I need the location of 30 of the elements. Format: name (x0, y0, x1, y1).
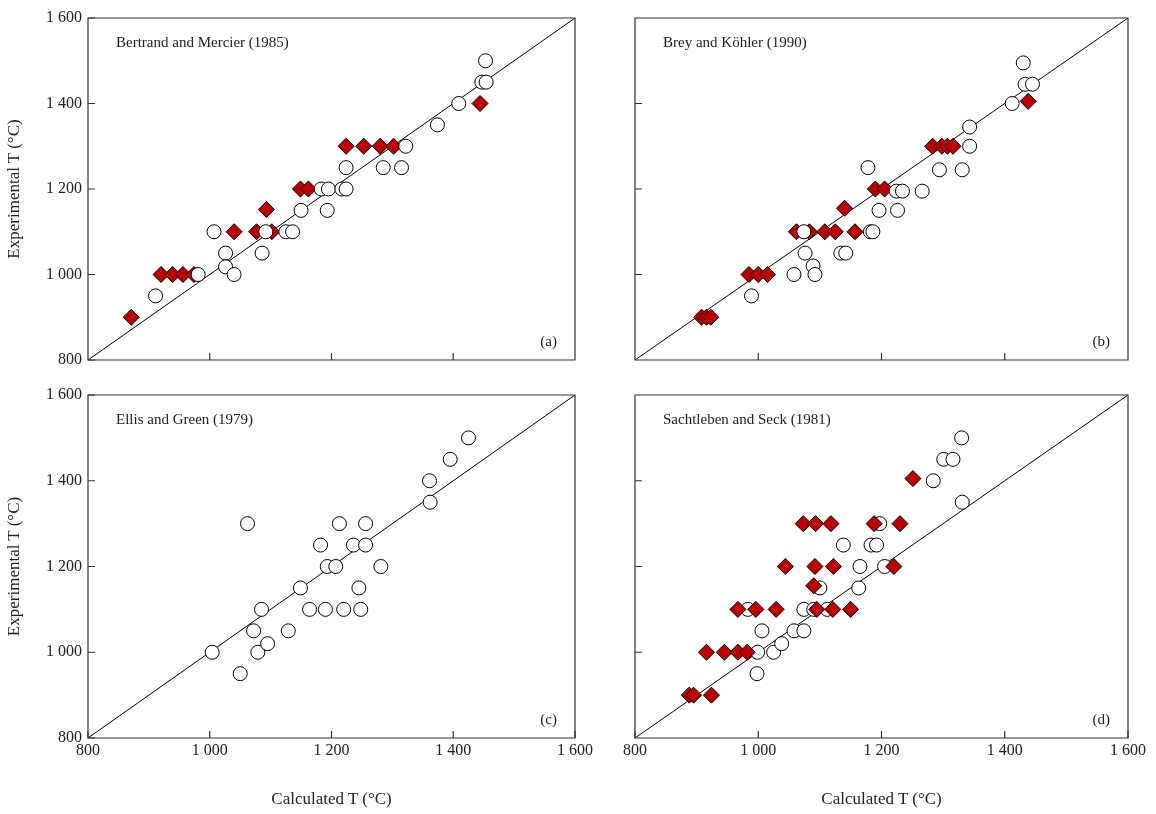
text: Bertrand and Mercier (1985) (116, 34, 289, 52)
text: Ellis and Green (1979) (116, 411, 254, 429)
x-axis-title: Calculated T (°C) (271, 789, 392, 809)
y-tick-label: 1 400 (46, 93, 82, 111)
y-tick-label: 1 200 (46, 556, 82, 574)
x-tick-label: 1 400 (435, 740, 472, 758)
y-tick-label: 1 600 (46, 385, 82, 403)
y-tick-label: 1 400 (46, 470, 82, 488)
text: Brey and Köhler (1990) (663, 34, 807, 52)
y-axis-title: Experimental T (°C) (3, 496, 23, 637)
y-tick-label: 1 600 (46, 8, 82, 26)
annotation: (b) (1092, 333, 1110, 351)
y-tick-label: 800 (58, 350, 82, 368)
y-tick-label: 1 200 (46, 179, 82, 197)
x-tick-label: 1 200 (313, 740, 350, 758)
y-tick-label: 1 000 (46, 642, 82, 660)
x-tick-label: 1 600 (1110, 740, 1146, 758)
text: Sachtleben and Seck (1981) (663, 411, 831, 429)
annotation: (c) (540, 711, 557, 729)
y-tick-label: 1 000 (46, 264, 82, 282)
x-tick-label: 1 200 (863, 740, 900, 758)
x-tick-label: 800 (623, 740, 647, 758)
y-axis-title: Experimental T (°C) (3, 119, 23, 259)
x-axis-title: Calculated T (°C) (821, 789, 942, 809)
x-tick-label: 1 400 (986, 740, 1023, 758)
annotation: (a) (540, 333, 557, 351)
x-tick-label: 1 000 (191, 740, 228, 758)
x-tick-label: 1 000 (740, 740, 777, 758)
annotation: (d) (1092, 711, 1110, 729)
x-tick-label: 1 600 (557, 740, 593, 758)
